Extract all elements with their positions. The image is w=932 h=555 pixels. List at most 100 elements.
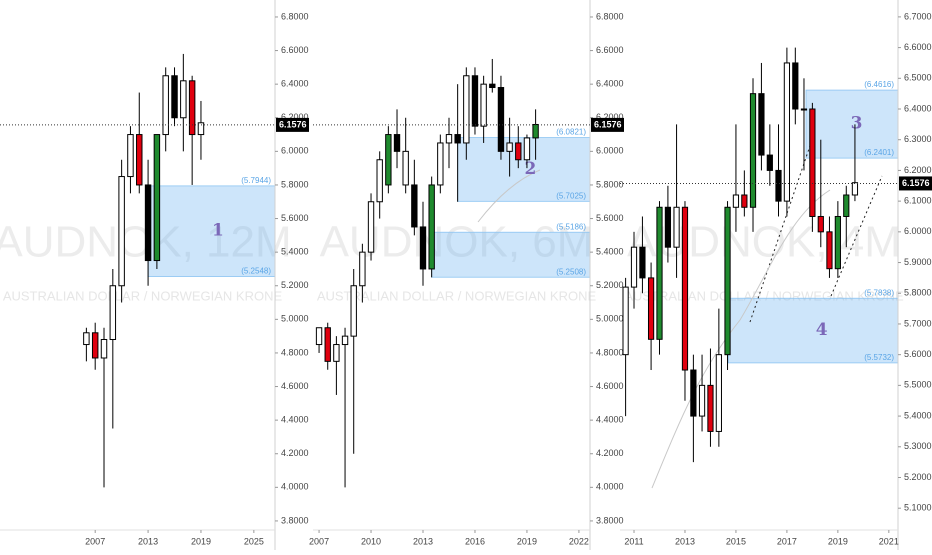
candle-body — [393, 134, 401, 152]
y-tick-label: 5.0000 — [596, 314, 624, 324]
y-tick-label: 6.5000 — [904, 73, 932, 83]
zone — [727, 297, 899, 364]
candle-body — [741, 194, 748, 208]
candle-body — [463, 75, 470, 144]
x-tick-label: 2022 — [569, 536, 589, 546]
candle-body — [127, 134, 134, 178]
candle-body — [698, 384, 706, 417]
trend-line — [830, 175, 883, 297]
y-tick-label: 5.8000 — [281, 179, 309, 189]
x-tick-label: 2015 — [726, 536, 746, 546]
candle-body — [359, 251, 366, 287]
zone-label: (6.4616) — [864, 80, 894, 89]
candle-body — [809, 108, 816, 217]
moving-average — [651, 189, 831, 489]
candle-body — [783, 62, 791, 202]
y-tick-label: 5.0000 — [281, 314, 309, 324]
candle-body — [341, 335, 349, 346]
y-tick-label: 6.0000 — [281, 146, 309, 156]
candle-body — [732, 194, 740, 208]
zone-label: (6.2401) — [864, 148, 894, 157]
x-tick-label: 2013 — [138, 536, 158, 546]
y-tick-label: 4.6000 — [596, 381, 624, 391]
y-tick-label: 6.6000 — [596, 45, 624, 55]
candle-body — [664, 206, 672, 248]
zone-name: 1 — [212, 221, 224, 241]
candle-body — [497, 87, 505, 152]
zone-label: (5.7025) — [556, 191, 586, 200]
candle-body — [118, 176, 125, 287]
y-tick-label: 6.7000 — [904, 11, 932, 21]
candle-body — [826, 231, 833, 270]
candle-body — [333, 344, 340, 362]
candle-body — [109, 285, 117, 341]
candle-body — [162, 75, 169, 136]
x-tick-label: 2019 — [828, 536, 848, 546]
zone — [805, 89, 899, 159]
zone-label: (5.7838) — [864, 288, 894, 297]
candle-body — [188, 80, 196, 136]
y-tick-label: 5.6000 — [281, 213, 309, 223]
x-tick-label: 2013 — [675, 536, 695, 546]
y-tick-label: 6.1000 — [904, 196, 932, 206]
candle-body — [428, 184, 435, 270]
last-price-tag — [591, 117, 624, 132]
zone-label: (5.2508) — [556, 267, 586, 276]
candle-body — [724, 206, 731, 356]
candle-body — [376, 159, 383, 203]
y-tick-label: 5.7000 — [904, 318, 932, 328]
y-tick-label: 5.2000 — [904, 472, 932, 482]
x-tick-label: 2025 — [244, 536, 264, 546]
x-tick-label: 2019 — [191, 536, 211, 546]
trend-line — [749, 139, 813, 323]
candle-body — [367, 201, 375, 253]
y-tick-label: 4.2000 — [596, 448, 624, 458]
candle-body — [749, 93, 757, 208]
watermark-subtitle: AUSTRALIAN DOLLAR / NORWEGIAN KRONE — [624, 288, 904, 303]
last-price-tag — [899, 176, 932, 191]
candle-body — [324, 327, 331, 362]
y-tick-label: 5.2000 — [596, 280, 624, 290]
watermark-subtitle: AUSTRALIAN DOLLAR / NORWEGIAN KRONE — [3, 288, 283, 303]
zone-label: (6.0821) — [556, 128, 586, 137]
candle-body — [171, 75, 178, 119]
candle-body — [523, 137, 531, 161]
y-tick-label: 6.6000 — [281, 45, 309, 55]
y-tick-label: 5.3000 — [904, 441, 932, 451]
candle-body — [180, 80, 187, 119]
candle-body — [800, 108, 808, 111]
zone — [431, 231, 591, 278]
moving-average — [477, 169, 541, 223]
candle-body — [197, 122, 205, 136]
candle-body — [350, 285, 357, 337]
candle-body — [419, 226, 427, 270]
y-tick-label: 5.6000 — [596, 213, 624, 223]
y-tick-label: 4.8000 — [281, 347, 309, 357]
x-tick-label: 2021 — [879, 536, 899, 546]
candle-body — [144, 184, 152, 262]
candle-body — [136, 134, 143, 186]
y-tick-label: 6.2000 — [596, 112, 624, 122]
y-tick-label: 6.4000 — [596, 79, 624, 89]
candle-body — [715, 354, 722, 432]
candle-body — [758, 93, 765, 156]
y-tick-label: 6.8000 — [596, 11, 624, 21]
x-tick-label: 2007 — [309, 536, 329, 546]
candle-body — [402, 150, 409, 186]
y-tick-label: 5.8000 — [904, 288, 932, 298]
candle-body — [91, 332, 99, 359]
last-price-label: 6.1576 — [594, 119, 622, 129]
candle-body — [681, 206, 689, 371]
x-tick-label: 2017 — [777, 536, 797, 546]
watermark-subtitle: AUSTRALIAN DOLLAR / NORWEGIAN KRONE — [317, 288, 597, 303]
last-price-label: 6.1576 — [902, 178, 930, 188]
y-tick-label: 4.4000 — [281, 415, 309, 425]
candle-body — [851, 182, 859, 196]
candle-body — [792, 62, 799, 110]
y-tick-label: 3.8000 — [281, 515, 309, 525]
last-price-label: 6.1576 — [279, 119, 307, 129]
candle-body — [445, 134, 453, 144]
y-tick-label: 5.4000 — [904, 410, 932, 420]
